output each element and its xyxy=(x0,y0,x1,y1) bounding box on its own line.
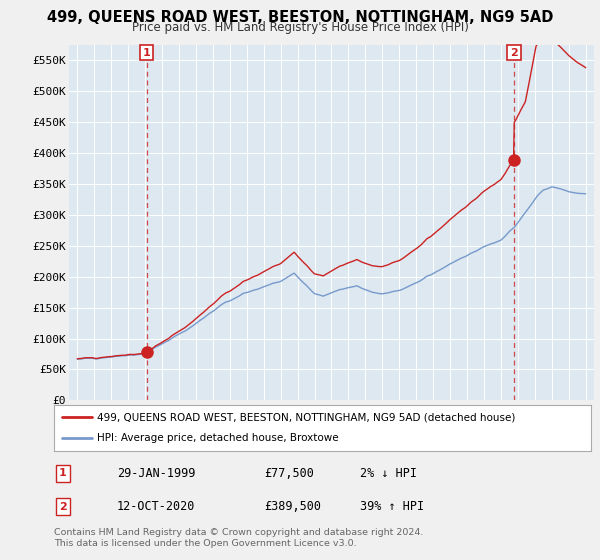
Text: 1: 1 xyxy=(143,48,151,58)
Text: 499, QUEENS ROAD WEST, BEESTON, NOTTINGHAM, NG9 5AD: 499, QUEENS ROAD WEST, BEESTON, NOTTINGH… xyxy=(47,10,553,25)
Text: 2: 2 xyxy=(59,502,67,512)
Text: 12-OCT-2020: 12-OCT-2020 xyxy=(117,500,196,514)
Text: Price paid vs. HM Land Registry's House Price Index (HPI): Price paid vs. HM Land Registry's House … xyxy=(131,21,469,34)
Text: 1: 1 xyxy=(59,468,67,478)
Text: 2: 2 xyxy=(510,48,518,58)
Text: £77,500: £77,500 xyxy=(264,466,314,480)
Text: Contains HM Land Registry data © Crown copyright and database right 2024.
This d: Contains HM Land Registry data © Crown c… xyxy=(54,528,424,548)
Text: £389,500: £389,500 xyxy=(264,500,321,514)
Text: 499, QUEENS ROAD WEST, BEESTON, NOTTINGHAM, NG9 5AD (detached house): 499, QUEENS ROAD WEST, BEESTON, NOTTINGH… xyxy=(97,412,515,422)
Text: 29-JAN-1999: 29-JAN-1999 xyxy=(117,466,196,480)
Text: 39% ↑ HPI: 39% ↑ HPI xyxy=(360,500,424,514)
Text: 2% ↓ HPI: 2% ↓ HPI xyxy=(360,466,417,480)
Text: HPI: Average price, detached house, Broxtowe: HPI: Average price, detached house, Brox… xyxy=(97,433,338,444)
